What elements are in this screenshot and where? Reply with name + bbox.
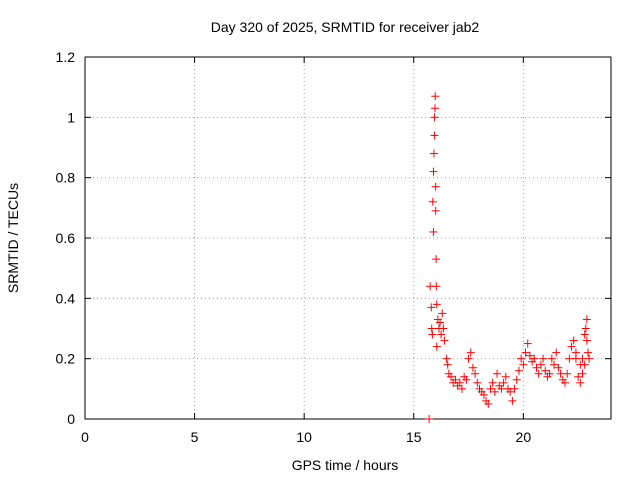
data-point xyxy=(514,366,523,375)
data-point xyxy=(431,206,440,215)
data-point xyxy=(428,330,437,339)
data-point xyxy=(479,390,488,399)
y-axis-ticks: 0 0.2 0.4 0.6 0.8 1 1.2 xyxy=(56,49,611,427)
data-point xyxy=(429,149,438,158)
data-point xyxy=(530,354,539,363)
data-point xyxy=(432,255,441,264)
data-point xyxy=(429,167,438,176)
data-point xyxy=(440,336,449,345)
data-point xyxy=(525,351,534,360)
data-point xyxy=(429,227,438,236)
x-tick-label: 15 xyxy=(406,429,422,445)
data-point xyxy=(517,354,526,363)
data-point xyxy=(425,415,434,423)
data-point xyxy=(560,378,569,387)
data-point xyxy=(536,360,545,369)
data-point xyxy=(547,354,556,363)
data-point xyxy=(432,300,441,309)
data-point xyxy=(534,369,543,378)
x-axis-ticks: 0 5 10 15 20 xyxy=(81,57,531,445)
data-point xyxy=(427,303,436,312)
data-point xyxy=(512,375,521,384)
data-point xyxy=(464,354,473,363)
data-point xyxy=(486,384,495,393)
data-point xyxy=(574,372,583,381)
data-point xyxy=(443,360,452,369)
x-axis-label: GPS time / hours xyxy=(292,457,399,473)
y-tick-label: 1 xyxy=(67,109,75,125)
data-point xyxy=(583,348,592,357)
data-point xyxy=(576,360,585,369)
data-point xyxy=(430,113,439,122)
data-point xyxy=(545,369,554,378)
data-point xyxy=(447,372,456,381)
data-point xyxy=(554,363,563,372)
data-point xyxy=(521,348,530,357)
data-point xyxy=(508,396,517,405)
data-point xyxy=(430,131,439,140)
data-point xyxy=(451,375,460,384)
y-tick-label: 0.8 xyxy=(56,170,76,186)
data-point xyxy=(468,363,477,372)
x-tick-label: 0 xyxy=(81,429,89,445)
data-point xyxy=(582,315,591,324)
y-tick-label: 0.4 xyxy=(56,290,76,306)
data-point xyxy=(484,399,493,408)
x-tick-label: 5 xyxy=(191,429,199,445)
data-point xyxy=(438,309,447,318)
data-point xyxy=(501,372,510,381)
x-tick-label: 10 xyxy=(296,429,312,445)
data-point xyxy=(428,197,437,206)
data-point xyxy=(455,378,464,387)
data-point xyxy=(427,324,436,333)
data-point xyxy=(506,387,515,396)
data-point xyxy=(439,324,448,333)
grid xyxy=(85,57,611,419)
data-point xyxy=(466,348,475,357)
data-point xyxy=(523,339,532,348)
data-point xyxy=(437,330,446,339)
data-point xyxy=(490,387,499,396)
y-tick-label: 0.2 xyxy=(56,351,76,367)
y-tick-label: 0.6 xyxy=(56,230,76,246)
data-point xyxy=(457,384,466,393)
data-point xyxy=(432,282,441,291)
data-point xyxy=(532,363,541,372)
data-point xyxy=(431,92,440,101)
data-point xyxy=(519,360,528,369)
y-tick-label: 1.2 xyxy=(56,49,76,65)
data-point xyxy=(488,378,497,387)
data-point xyxy=(539,354,548,363)
data-point xyxy=(582,336,591,345)
data-point xyxy=(567,342,576,351)
data-point xyxy=(581,324,590,333)
data-point xyxy=(550,360,559,369)
y-axis-label: SRMTID / TECUs xyxy=(5,183,21,293)
data-point xyxy=(576,378,585,387)
data-point xyxy=(569,336,578,345)
data-point xyxy=(462,375,471,384)
data-point xyxy=(580,330,589,339)
data-point xyxy=(499,378,508,387)
chart-title: Day 320 of 2025, SRMTID for receiver jab… xyxy=(211,19,480,35)
data-point xyxy=(473,378,482,387)
data-point xyxy=(541,366,550,375)
data-point xyxy=(431,104,440,113)
data-point xyxy=(471,369,480,378)
data-point xyxy=(552,348,561,357)
y-tick-label: 0 xyxy=(67,411,75,427)
data-point xyxy=(432,342,441,351)
data-point xyxy=(493,369,502,378)
data-point xyxy=(571,354,580,363)
data-point xyxy=(563,369,572,378)
data-point xyxy=(442,354,451,363)
data-point xyxy=(510,384,519,393)
data-points xyxy=(425,92,594,423)
data-point xyxy=(436,318,445,327)
data-point xyxy=(431,182,440,191)
data-point xyxy=(578,369,587,378)
x-tick-label: 20 xyxy=(516,429,532,445)
